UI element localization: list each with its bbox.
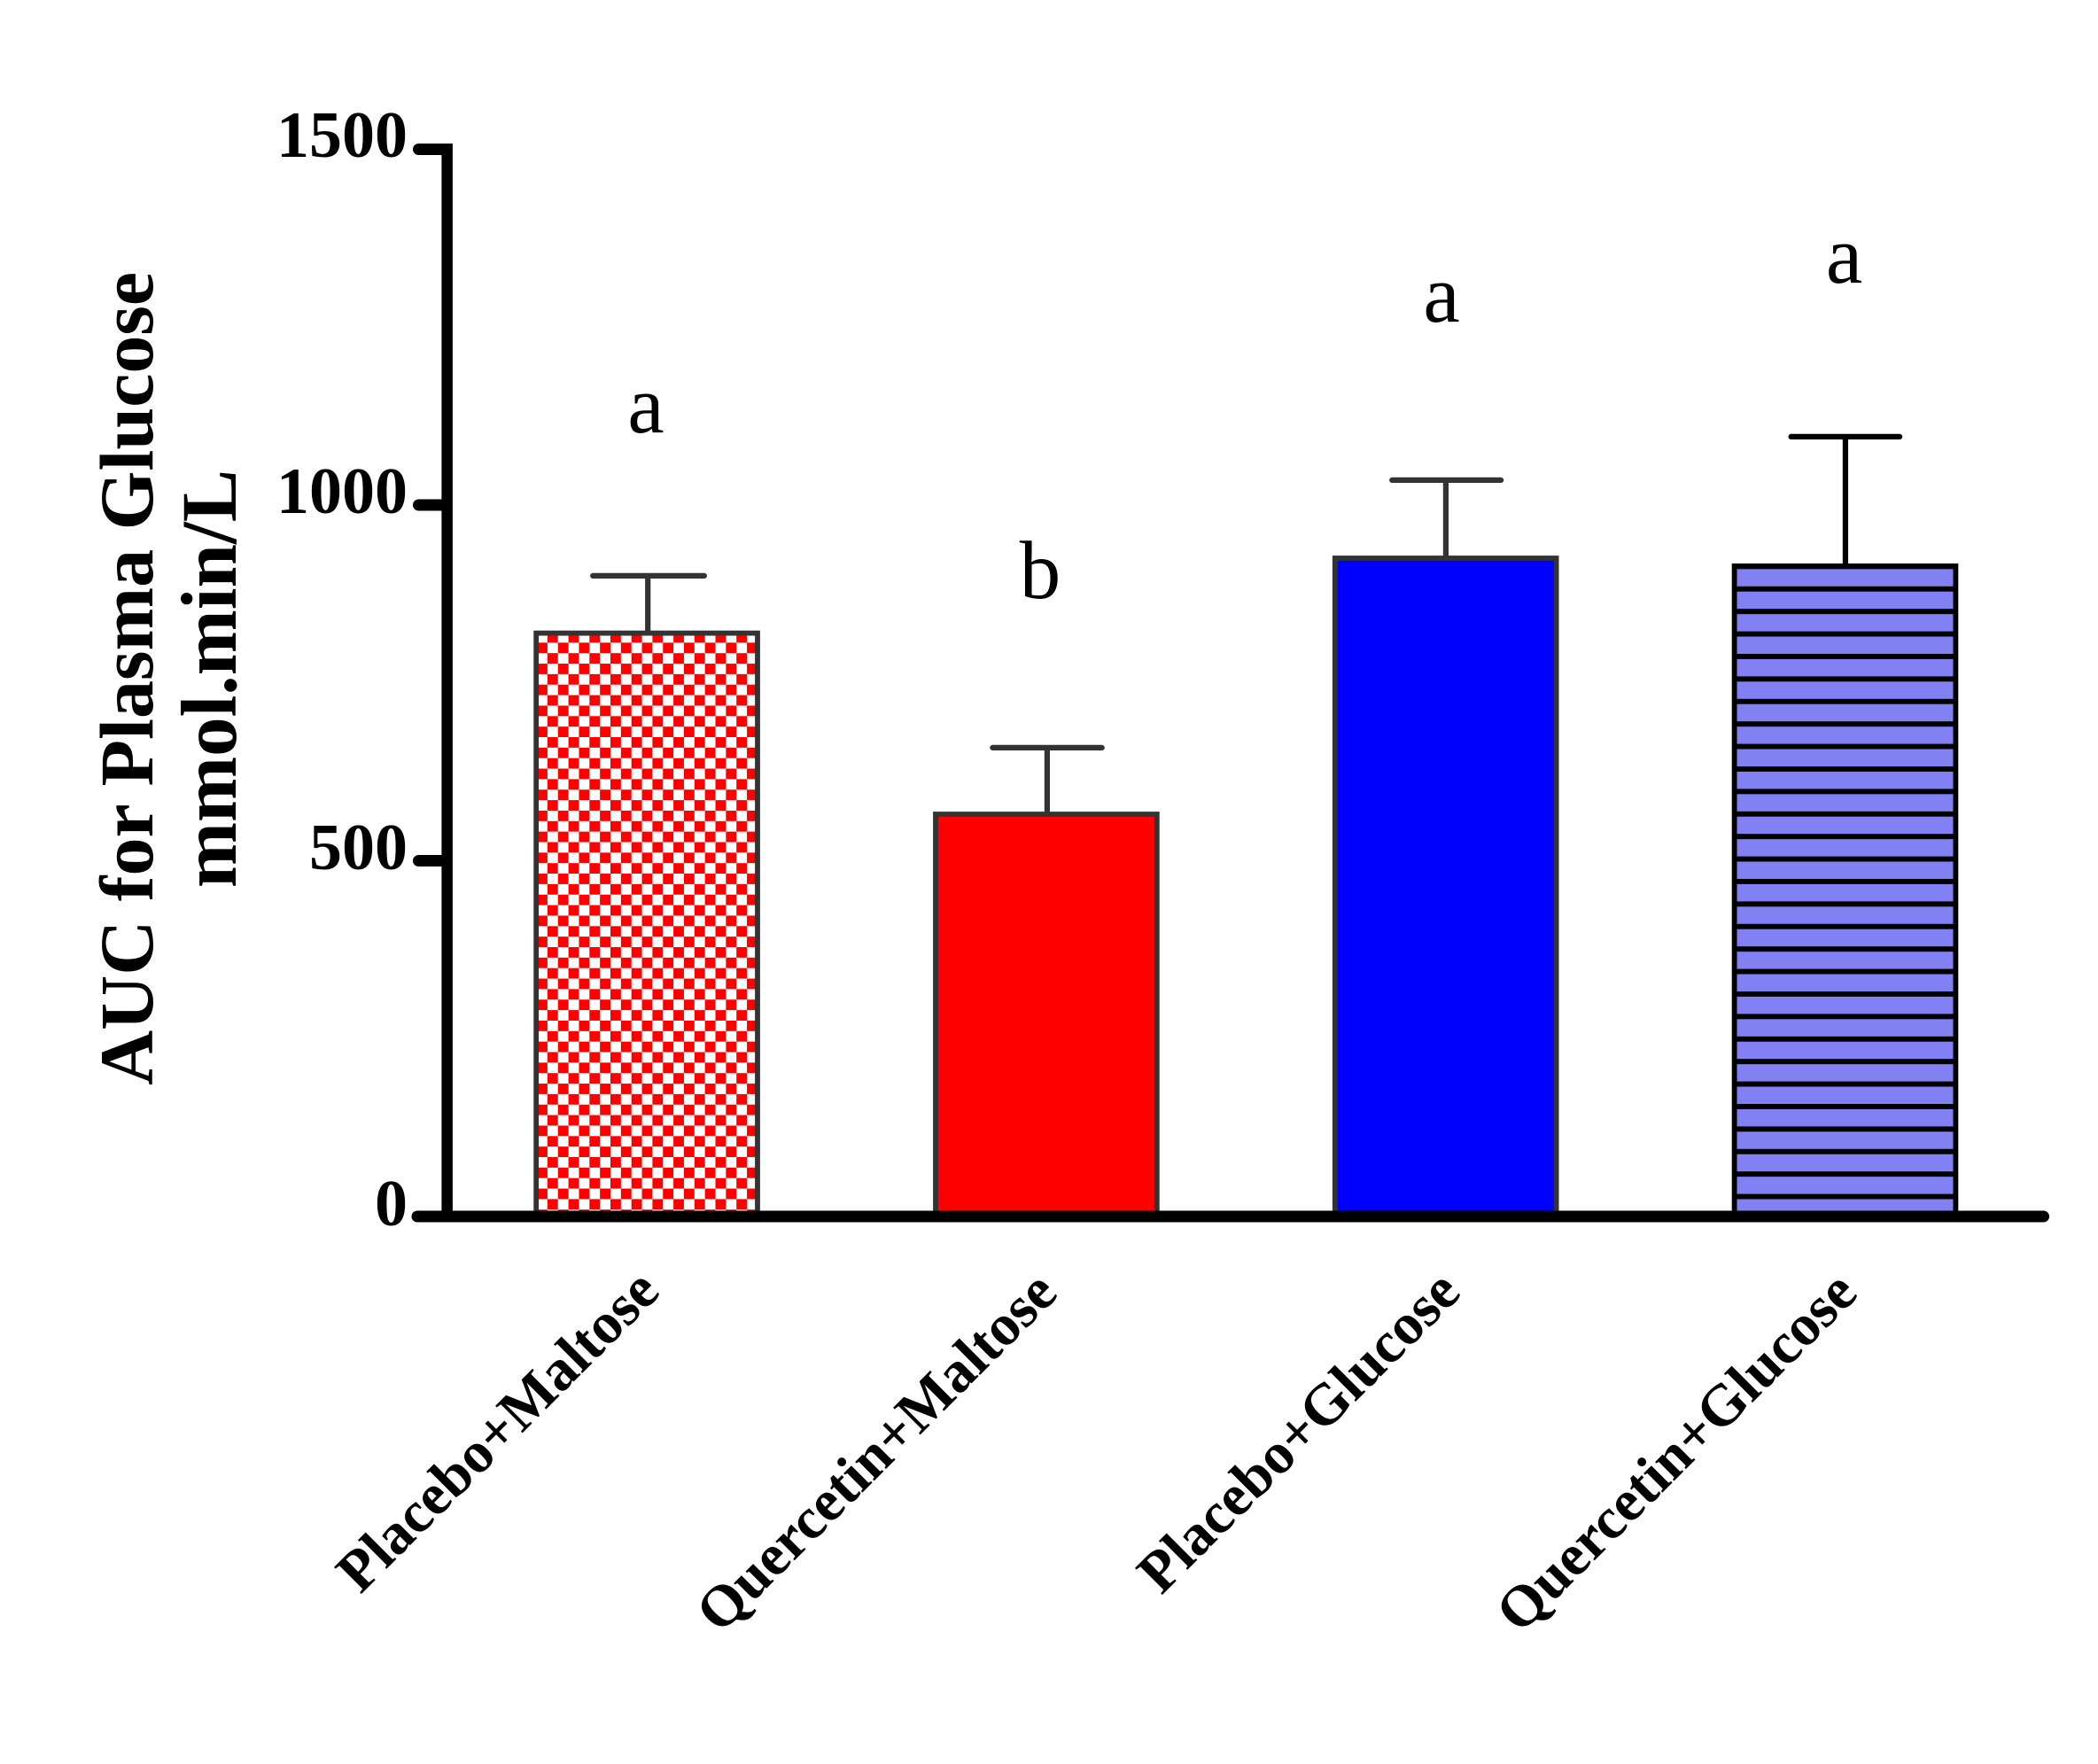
- svg-text:a: a: [1826, 210, 1862, 301]
- svg-text:b: b: [1020, 525, 1061, 617]
- svg-text:a: a: [1423, 249, 1459, 340]
- svg-text:1000: 1000: [276, 455, 408, 528]
- svg-text:mmol.min/L: mmol.min/L: [167, 470, 253, 888]
- svg-text:1500: 1500: [276, 99, 408, 172]
- svg-text:AUC for Plasma Glucose: AUC for Plasma Glucose: [84, 272, 169, 1085]
- svg-text:0: 0: [375, 1168, 408, 1240]
- svg-text:a: a: [627, 360, 664, 451]
- svg-text:500: 500: [309, 812, 408, 884]
